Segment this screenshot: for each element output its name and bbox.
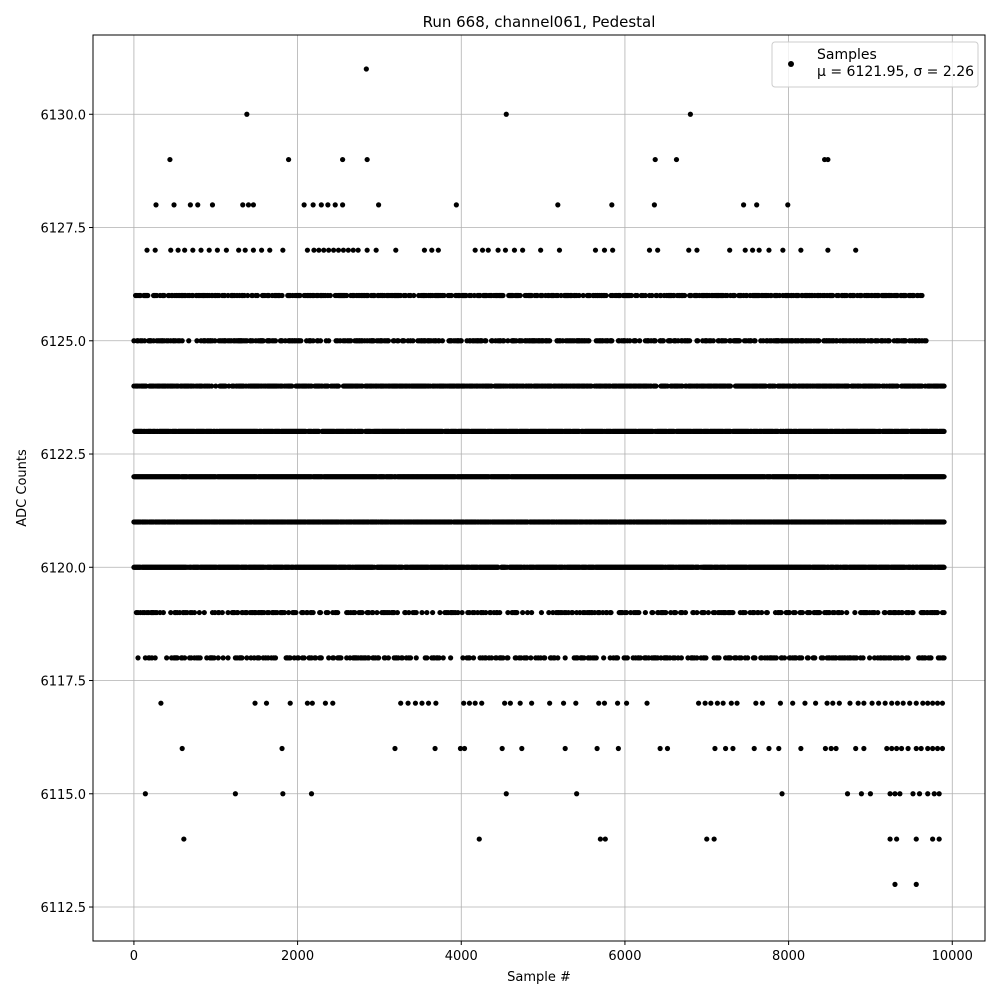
data-point [941,474,947,480]
data-point [458,338,464,344]
data-point [752,338,758,344]
data-point [254,292,261,299]
data-point [385,338,392,344]
data-point [179,338,185,344]
data-point [317,338,324,344]
data-point [686,338,693,344]
data-point [637,338,643,344]
data-point [609,338,615,344]
grid [93,35,985,941]
data-point [335,383,342,389]
data-point [439,338,446,344]
data-point [326,338,332,344]
data-point [547,338,553,344]
data-point [298,338,304,344]
data-point [483,338,489,344]
data-point [941,428,947,434]
data-point [710,338,716,344]
data-point [695,338,701,344]
data-point [652,338,658,344]
data-points [131,66,947,887]
data-point [941,564,947,570]
data-point [145,292,151,299]
data-point [186,338,192,344]
data-point [886,338,892,344]
data-point [586,338,592,344]
data-point [272,338,279,344]
chart-title: Run 668, channel061, Pedestal [423,13,656,31]
data-point [660,338,666,344]
data-point [653,383,659,389]
data-point [410,338,416,344]
data-point [816,338,822,344]
data-point [736,338,743,344]
data-point [327,292,333,299]
data-point [941,519,947,525]
data-point [279,292,285,299]
data-point [923,338,929,344]
data-point [941,383,947,389]
data-point [727,383,734,389]
